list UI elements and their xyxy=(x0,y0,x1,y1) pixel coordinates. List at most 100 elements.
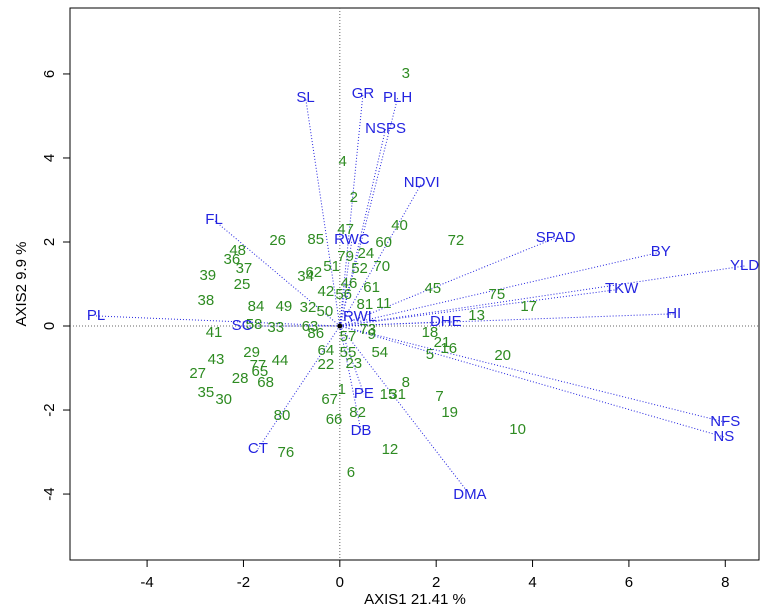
vector-label: DMA xyxy=(453,486,486,503)
vector-label: SC xyxy=(232,317,253,334)
genotype-point: 76 xyxy=(278,444,295,461)
genotype-point: 62 xyxy=(305,264,322,281)
vector-label: PE xyxy=(354,385,374,402)
genotype-point: 24 xyxy=(357,245,374,262)
vector-label: PL xyxy=(87,307,105,324)
genotype-point: 52 xyxy=(351,260,368,277)
x-tick-label: -2 xyxy=(237,574,250,591)
genotype-point: 39 xyxy=(199,267,216,284)
vector-label: SPAD xyxy=(536,229,576,246)
vector-line xyxy=(213,219,341,327)
genotype-point: 49 xyxy=(276,298,293,315)
genotype-point: 55 xyxy=(340,344,357,361)
genotype-point: 42 xyxy=(318,283,335,300)
genotype-point: 44 xyxy=(272,352,289,369)
vector-line xyxy=(339,325,724,438)
y-tick-label: -2 xyxy=(41,403,58,416)
genotype-point: 25 xyxy=(234,276,251,293)
genotype-point: 12 xyxy=(382,441,399,458)
genotype-point: 21 xyxy=(434,334,451,351)
genotype-point: 22 xyxy=(318,356,335,373)
genotype-point: 26 xyxy=(269,232,286,249)
genotype-point: 7 xyxy=(435,388,443,405)
genotype-point: 13 xyxy=(468,307,485,324)
vector-label: HI xyxy=(666,305,681,322)
genotype-point: 2 xyxy=(350,189,358,206)
vector-line xyxy=(339,325,471,496)
vector-label: YLD xyxy=(730,257,759,274)
vector-label: NSPS xyxy=(365,120,406,137)
vector-label: DB xyxy=(351,422,372,439)
genotype-point: 11 xyxy=(376,295,392,312)
vector-line xyxy=(339,325,365,395)
plot-frame xyxy=(69,7,760,561)
genotype-point: 61 xyxy=(363,279,380,296)
genotype-point: 36 xyxy=(224,251,241,268)
genotype-point: 37 xyxy=(236,260,253,277)
genotype-point: 34 xyxy=(297,268,314,285)
genotype-point: 85 xyxy=(307,231,324,248)
genotype-point: 50 xyxy=(317,303,334,320)
genotype-point: 45 xyxy=(424,280,441,297)
y-tick-label: 4 xyxy=(41,154,58,162)
vector-line xyxy=(339,313,674,327)
genotype-point: 63 xyxy=(302,318,319,335)
y-axis-label: AXIS2 9.9 % xyxy=(13,241,30,326)
genotype-point: 82 xyxy=(349,404,366,421)
x-tick-label: 4 xyxy=(528,574,536,591)
genotype-point: 56 xyxy=(335,286,352,303)
origin xyxy=(337,323,343,329)
x-tick-label: 2 xyxy=(432,574,440,591)
genotype-point: 1 xyxy=(338,381,346,398)
genotype-point: 86 xyxy=(307,325,324,342)
genotype-point: 28 xyxy=(232,370,249,387)
genotype-point: 67 xyxy=(321,391,338,408)
vector-label: CT xyxy=(248,440,268,457)
genotype-point: 84 xyxy=(248,298,265,315)
genotype-point: 73 xyxy=(359,321,376,338)
genotype-point: 27 xyxy=(189,365,206,382)
genotype-point: 75 xyxy=(489,286,506,303)
genotype-point: 81 xyxy=(357,296,374,313)
y-tick-label: -4 xyxy=(41,487,58,500)
genotype-point: 65 xyxy=(251,363,268,380)
genotype-point: 47 xyxy=(337,221,354,238)
vector-line xyxy=(339,251,661,327)
genotype-point: 23 xyxy=(345,355,362,372)
genotype-point: 70 xyxy=(373,258,390,275)
genotype-point: 57 xyxy=(340,328,357,345)
vector-label: NDVI xyxy=(404,174,440,191)
x-tick-label: 8 xyxy=(721,574,729,591)
vector-label: SL xyxy=(296,89,314,106)
vector-label: TKW xyxy=(605,280,639,297)
genotype-point: 16 xyxy=(440,340,457,357)
vector-label: NS xyxy=(713,428,734,445)
vector-label: PLH xyxy=(383,89,412,106)
genotype-point: 10 xyxy=(509,421,526,438)
genotype-point: 17 xyxy=(520,298,537,315)
genotype-point: 30 xyxy=(215,391,232,408)
genotype-point: 3 xyxy=(402,65,410,82)
genotype-point: 77 xyxy=(250,357,267,374)
vector-line xyxy=(305,97,341,327)
genotype-point: 20 xyxy=(494,347,511,364)
genotype-point: 54 xyxy=(371,344,388,361)
genotype-point: 79 xyxy=(337,248,354,265)
genotype-point: 66 xyxy=(326,411,343,428)
vector-line xyxy=(257,325,341,450)
vector-label: FL xyxy=(205,211,223,228)
genotype-point: 15 xyxy=(380,386,397,403)
vector-label: RWL xyxy=(343,308,376,325)
x-tick-label: -4 xyxy=(140,574,153,591)
x-tick-label: 6 xyxy=(625,574,633,591)
genotype-point: 48 xyxy=(229,242,246,259)
genotype-point: 40 xyxy=(391,217,408,234)
genotype-point: 18 xyxy=(422,324,439,341)
genotype-point: 8 xyxy=(402,374,410,391)
genotype-point: 33 xyxy=(267,319,284,336)
genotype-point: 80 xyxy=(274,407,291,424)
genotype-point: 32 xyxy=(300,299,317,316)
genotype-point: 4 xyxy=(339,153,347,170)
genotype-point: 60 xyxy=(375,234,392,251)
